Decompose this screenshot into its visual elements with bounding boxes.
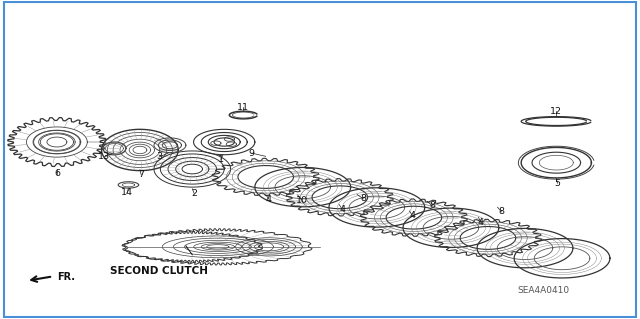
Text: 11: 11 [237,103,250,112]
Text: 3: 3 [156,152,162,161]
Text: 2: 2 [191,189,197,198]
Text: 4: 4 [410,211,415,220]
Text: 4: 4 [266,195,272,204]
Text: 6: 6 [54,169,60,178]
Text: 12: 12 [550,107,563,116]
Text: 9: 9 [249,149,255,158]
Text: 4: 4 [478,218,484,226]
Text: 7: 7 [138,170,144,179]
Text: 1: 1 [218,155,224,164]
Text: 8: 8 [499,207,504,216]
Text: 8: 8 [360,194,367,204]
Text: 10: 10 [296,196,308,205]
Text: 14: 14 [121,188,133,197]
Text: 4: 4 [339,205,346,214]
Text: 13: 13 [98,152,110,161]
Text: 5: 5 [555,179,561,188]
Text: 8: 8 [429,201,435,210]
Text: SEA4A0410: SEA4A0410 [518,286,570,295]
Text: SECOND CLUTCH: SECOND CLUTCH [110,266,208,276]
Text: FR.: FR. [57,272,75,282]
